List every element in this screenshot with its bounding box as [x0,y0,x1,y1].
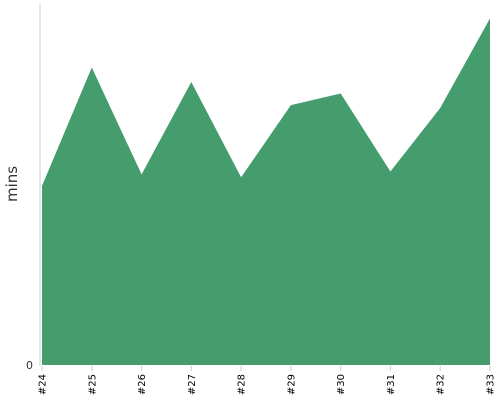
x-tick-label: #29 [286,374,297,395]
y-axis-ticks: 0 [26,359,33,372]
x-tick-label: #28 [237,374,248,395]
y-tick-label: 0 [26,359,33,372]
y-axis-title: mins [3,166,21,202]
x-tick-label: #30 [336,374,347,395]
x-tick-label: #24 [38,374,49,395]
x-tick-label: #25 [87,374,98,395]
x-tick-label: #27 [187,374,198,395]
x-tick-label: #31 [386,374,397,395]
series-area [42,18,490,366]
x-axis-ticks: #24 #25 #26 #27 #28 #29 #30 #31 #32 #33 [38,366,497,395]
x-tick-label: #26 [137,374,148,395]
x-tick-label: #33 [486,374,497,395]
x-tick-label: #32 [436,374,447,395]
